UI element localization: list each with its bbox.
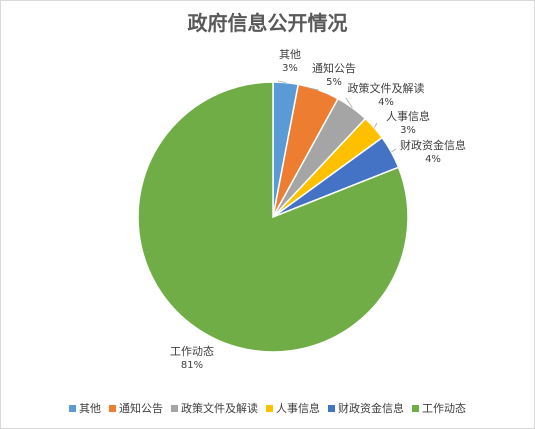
legend-label: 人事信息	[276, 402, 320, 415]
legend-label: 通知公告	[119, 402, 163, 415]
slice-name-label: 通知公告	[312, 61, 356, 75]
leader-line	[308, 87, 319, 91]
legend-item: 通知公告	[109, 400, 163, 416]
legend-label: 政策文件及解读	[181, 402, 258, 415]
legend-item: 其他	[69, 400, 101, 416]
leader-line	[391, 148, 397, 153]
legend-swatch	[412, 405, 419, 412]
legend-swatch	[109, 405, 116, 412]
leader-line	[277, 80, 286, 83]
legend-label: 工作动态	[422, 402, 466, 415]
leader-line	[345, 97, 353, 109]
legend-swatch	[69, 405, 76, 412]
leader-line	[373, 122, 378, 128]
slice-percent-label: 4%	[378, 97, 394, 108]
slice-percent-label: 5%	[326, 77, 342, 88]
slice-name-label: 政策文件及解读	[348, 81, 425, 95]
slice-name-label: 财政资金信息	[400, 138, 466, 152]
legend-label: 其他	[79, 402, 101, 415]
legend-item: 人事信息	[266, 400, 320, 416]
pie-slice	[137, 81, 409, 353]
legend-item: 财政资金信息	[328, 400, 404, 416]
slice-percent-label: 3%	[282, 63, 298, 74]
legend-item: 政策文件及解读	[171, 400, 258, 416]
legend-swatch	[328, 405, 335, 412]
chart-title: 政府信息公开情况	[187, 11, 348, 35]
slice-percent-label: 3%	[400, 125, 416, 136]
slice-name-label: 工作动态	[170, 345, 214, 358]
legend-label: 财政资金信息	[338, 402, 404, 415]
slice-percent-label: 81%	[181, 360, 203, 371]
slice-name-label: 人事信息	[386, 109, 430, 123]
slice-percent-label: 4%	[425, 154, 441, 165]
chart-legend: 其他 通知公告 政策文件及解读 人事信息 财政资金信息 工作动态	[1, 400, 534, 416]
legend-item: 工作动态	[412, 400, 466, 416]
legend-swatch	[266, 405, 273, 412]
slice-name-label: 其他	[279, 48, 301, 61]
legend-swatch	[171, 405, 178, 412]
